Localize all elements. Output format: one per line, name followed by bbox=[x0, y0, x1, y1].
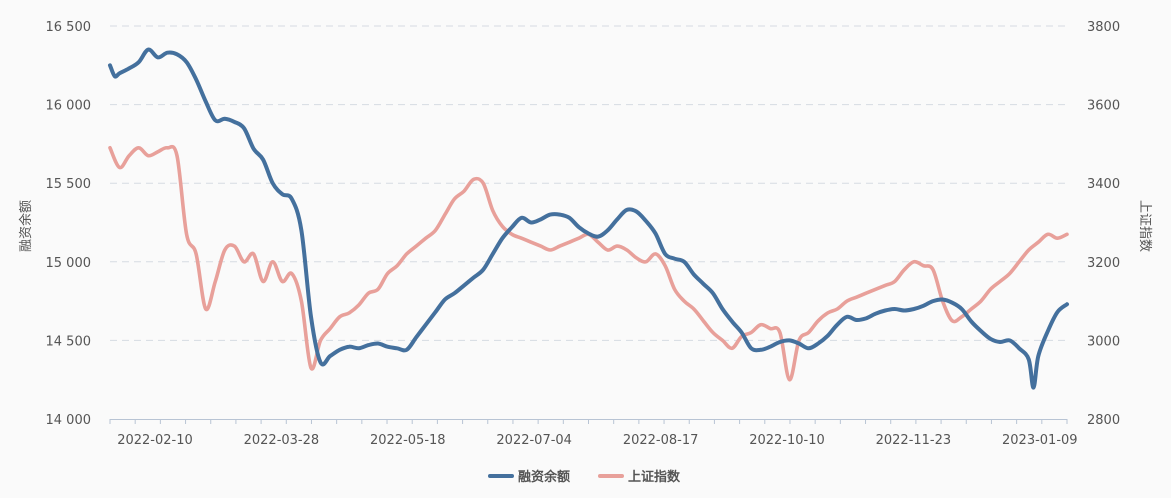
left-tick-label: 16 000 bbox=[46, 99, 92, 114]
left-y-axis: 14 000 14 500 15 000 15 500 16 000 16 500 bbox=[46, 20, 92, 428]
legend-item-sse-index[interactable]: 上证指数 bbox=[598, 469, 681, 485]
x-tick-label: 2022-05-18 bbox=[370, 433, 446, 448]
x-tick-label: 2022-10-10 bbox=[749, 433, 825, 448]
x-tick-label: 2022-11-23 bbox=[876, 433, 952, 448]
left-axis-title: 融资余额 bbox=[18, 200, 34, 252]
x-tick-label: 2023-01-09 bbox=[1002, 433, 1078, 448]
series-line-sse-index[interactable] bbox=[108, 144, 1069, 382]
x-tick-label: 2022-07-04 bbox=[496, 433, 572, 448]
grid-lines bbox=[110, 25, 1067, 341]
left-tick-label: 14 500 bbox=[46, 334, 92, 349]
right-tick-label: 2800 bbox=[1087, 413, 1120, 428]
legend[interactable]: 融资余额 上证指数 bbox=[488, 469, 681, 485]
right-y-axis: 2800 3000 3200 3400 3600 3800 bbox=[1087, 20, 1120, 428]
legend-label: 上证指数 bbox=[628, 469, 681, 485]
right-tick-label: 3200 bbox=[1087, 256, 1120, 271]
left-tick-label: 15 500 bbox=[46, 177, 92, 192]
x-tick-label: 2022-03-28 bbox=[244, 433, 320, 448]
right-tick-label: 3600 bbox=[1087, 99, 1120, 114]
legend-label: 融资余额 bbox=[518, 469, 570, 485]
left-tick-label: 16 500 bbox=[46, 20, 92, 35]
left-tick-label: 15 000 bbox=[46, 256, 92, 271]
series-layer bbox=[108, 47, 1069, 390]
right-tick-label: 3400 bbox=[1087, 177, 1120, 192]
legend-item-margin-balance[interactable]: 融资余额 bbox=[488, 469, 570, 485]
x-tick-label: 2022-08-17 bbox=[623, 433, 699, 448]
x-tick-label: 2022-02-10 bbox=[117, 433, 193, 448]
right-tick-label: 3000 bbox=[1087, 334, 1120, 349]
right-tick-label: 3800 bbox=[1087, 20, 1120, 35]
left-tick-label: 14 000 bbox=[46, 413, 92, 428]
x-axis: 2022-02-10 2022-03-28 2022-05-18 2022-07-04… bbox=[109, 419, 1078, 448]
right-axis-title: 上证指数 bbox=[1137, 200, 1152, 252]
series-line-margin-balance[interactable] bbox=[108, 47, 1069, 390]
